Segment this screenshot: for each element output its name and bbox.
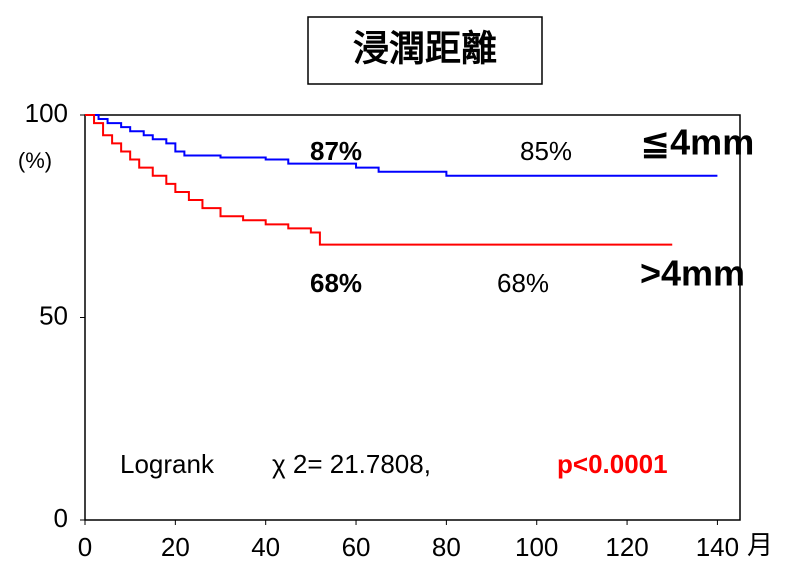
annotation: 85%	[520, 136, 572, 166]
x-tick-label: 0	[78, 532, 92, 562]
x-axis-label: 月	[747, 530, 773, 560]
x-tick-label: 120	[605, 532, 648, 562]
stat-text: p<0.0001	[557, 449, 668, 479]
survival-curve	[85, 114, 718, 177]
y-tick-label: 50	[39, 300, 68, 330]
annotation: 68%	[310, 268, 362, 298]
x-tick-label: 40	[251, 532, 280, 562]
title-box	[307, 16, 543, 85]
y-axis-label: (%)	[18, 148, 52, 173]
x-tick-label: 80	[432, 532, 461, 562]
annotation: 87%	[310, 136, 362, 166]
y-tick-label: 0	[54, 503, 68, 533]
stat-text: Logrank	[120, 449, 215, 479]
x-tick-label: 100	[515, 532, 558, 562]
x-tick-label: 140	[696, 532, 739, 562]
legend-label: >4mm	[640, 253, 745, 294]
y-tick-label: 100	[25, 98, 68, 128]
x-tick-label: 20	[161, 532, 190, 562]
chart-title: 浸潤距離	[353, 28, 497, 69]
stat-text: χ 2= 21.7808,	[272, 449, 431, 479]
x-tick-label: 60	[342, 532, 371, 562]
survival-curve	[85, 114, 673, 246]
annotation: 68%	[497, 268, 549, 298]
legend-label: ≦4mm	[640, 122, 754, 163]
